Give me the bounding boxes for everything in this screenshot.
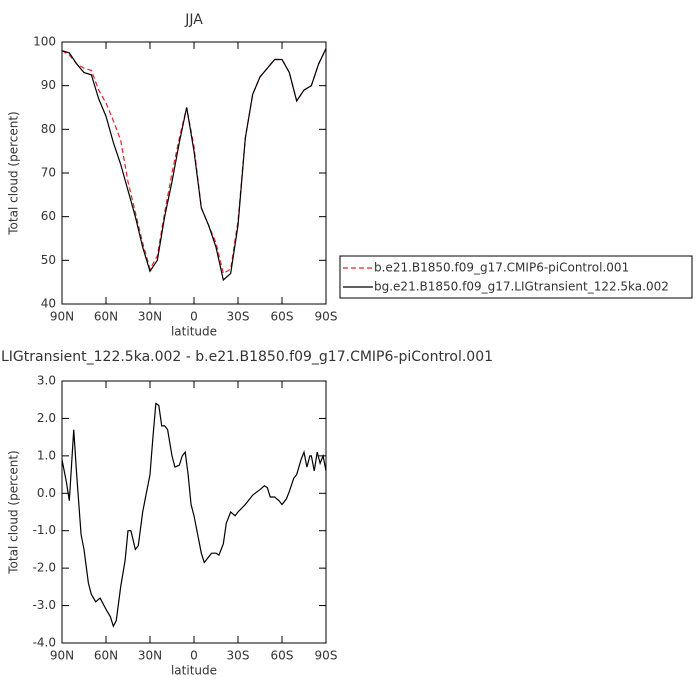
x-tick-label: 60S <box>271 649 294 663</box>
y-tick-label: 80 <box>41 122 56 136</box>
y-tick-label: -2.0 <box>33 561 56 575</box>
y-tick-label: 3.0 <box>37 374 56 388</box>
y-tick-label: 50 <box>41 253 56 267</box>
series-line <box>61 48 327 282</box>
chart-title: JJA <box>184 12 203 28</box>
x-tick-label: 90S <box>315 310 338 324</box>
x-tick-label: 0 <box>190 649 198 663</box>
chart: LIGtransient_122.5ka.002 - b.e21.B1850.f… <box>1 349 493 678</box>
x-tick-label: 30N <box>138 310 162 324</box>
y-tick-label: 60 <box>41 209 56 223</box>
x-tick-label: 60N <box>94 310 118 324</box>
chart-title: LIGtransient_122.5ka.002 - b.e21.B1850.f… <box>1 349 493 365</box>
plot-frame <box>61 41 327 305</box>
x-tick-label: 90N <box>50 310 74 324</box>
chart: JJA 90N 60N 30N 0 30S 60S 90S 40 50 60 70 80 90 100 lat… <box>7 12 693 339</box>
y-tick-label: -3.0 <box>33 598 56 612</box>
x-tick-label: 60N <box>94 649 118 663</box>
y-tick-label: -1.0 <box>33 523 56 537</box>
x-axis-label: latitude <box>171 325 217 339</box>
series-line <box>61 402 327 628</box>
legend: b.e21.B1850.f09_g17.CMIP6-piControl.001b… <box>339 255 693 299</box>
x-tick-label: 0 <box>190 310 198 324</box>
x-tick-label: 30S <box>227 310 250 324</box>
y-tick-label: 100 <box>33 35 56 49</box>
y-tick-label: 70 <box>41 166 56 180</box>
x-axis-label: latitude <box>171 664 217 678</box>
x-tick-label: 90S <box>315 649 338 663</box>
y-tick-label: 2.0 <box>37 411 56 425</box>
legend-label: bg.e21.B1850.f09_g17.LIGtransient_122.5k… <box>374 280 669 294</box>
x-tick-label: 30N <box>138 649 162 663</box>
legend-box <box>339 255 693 299</box>
legend-label: b.e21.B1850.f09_g17.CMIP6-piControl.001 <box>374 261 629 275</box>
y-axis-label: Total cloud (percent) <box>7 450 21 574</box>
y-tick-label: 1.0 <box>37 448 56 462</box>
y-tick-label: -4.0 <box>33 636 56 650</box>
y-tick-label: 0.0 <box>37 486 56 500</box>
plot-frame <box>61 380 327 644</box>
y-axis-label: Total cloud (percent) <box>7 111 21 235</box>
y-tick-label: 40 <box>41 297 56 311</box>
x-tick-label: 90N <box>50 649 74 663</box>
y-tick-label: 90 <box>41 78 56 92</box>
series-line <box>61 48 327 275</box>
x-tick-label: 60S <box>271 310 294 324</box>
x-tick-label: 30S <box>227 649 250 663</box>
